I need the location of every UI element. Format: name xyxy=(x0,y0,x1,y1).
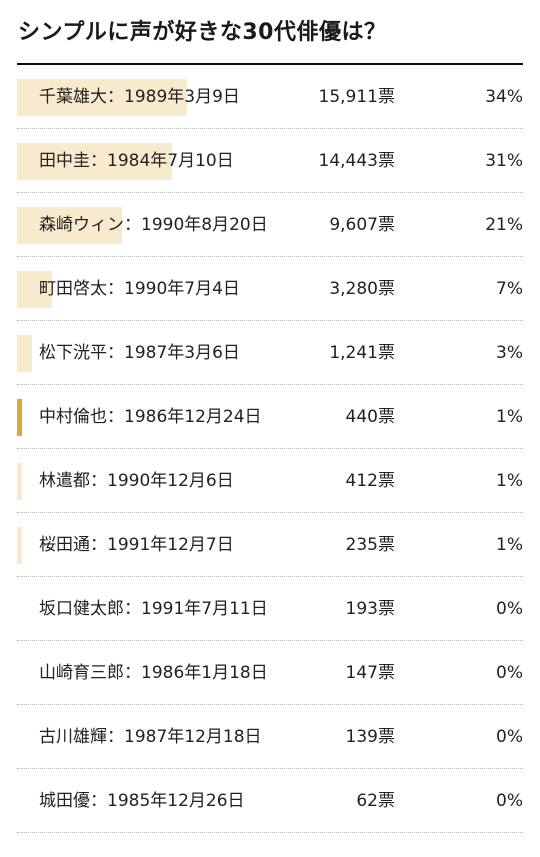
result-row: 森崎ウィン：1990年8月20日 9,607票 21% xyxy=(17,193,523,257)
vote-count: 235票 xyxy=(345,535,395,555)
vote-share-bar xyxy=(17,527,22,564)
vote-percent: 21% xyxy=(485,215,523,235)
result-row: 町田啓太：1990年7月4日 3,280票 7% xyxy=(17,257,523,321)
vote-share-bar xyxy=(17,463,22,500)
actor-name: 千葉雄大：1989年3月9日 xyxy=(39,87,240,107)
actor-name: 森崎ウィン：1990年8月20日 xyxy=(39,215,268,235)
vote-share-bar xyxy=(17,399,22,436)
result-row: 田中圭：1984年7月10日 14,443票 31% xyxy=(17,129,523,193)
vote-count: 412票 xyxy=(345,471,395,491)
result-row: 中村倫也：1986年12月24日 440票 1% xyxy=(17,385,523,449)
vote-count: 15,911票 xyxy=(318,87,395,107)
vote-share-bar xyxy=(17,79,187,116)
actor-name: 城田優：1985年12月26日 xyxy=(39,791,245,811)
result-row: 城田優：1985年12月26日 62票 0% xyxy=(17,769,523,833)
vote-count: 139票 xyxy=(345,727,395,747)
result-row: 坂口健太郎：1991年7月11日 193票 0% xyxy=(17,577,523,641)
vote-percent: 31% xyxy=(485,151,523,171)
actor-name: 山崎育三郎：1986年1月18日 xyxy=(39,663,268,683)
actor-name: 町田啓太：1990年7月4日 xyxy=(39,279,240,299)
vote-share-bar xyxy=(17,271,52,308)
result-row: 桜田通：1991年12月7日 235票 1% xyxy=(17,513,523,577)
poll-results-list: 千葉雄大：1989年3月9日 15,911票 34% 田中圭：1984年7月10日 14… xyxy=(17,65,523,833)
vote-count: 440票 xyxy=(345,407,395,427)
vote-percent: 0% xyxy=(496,599,523,619)
actor-name: 中村倫也：1986年12月24日 xyxy=(39,407,262,427)
result-row: 松下洸平：1987年3月6日 1,241票 3% xyxy=(17,321,523,385)
actor-name: 田中圭：1984年7月10日 xyxy=(39,151,234,171)
result-row: 林遣都：1990年12月6日 412票 1% xyxy=(17,449,523,513)
vote-percent: 7% xyxy=(496,279,523,299)
actor-name: 桜田通：1991年12月7日 xyxy=(39,535,234,555)
vote-percent: 0% xyxy=(496,791,523,811)
vote-count: 9,607票 xyxy=(329,215,395,235)
poll-title: シンプルに声が好きな30代俳優は？ xyxy=(18,20,387,45)
vote-percent: 0% xyxy=(496,663,523,683)
vote-count: 14,443票 xyxy=(318,151,395,171)
vote-share-bar xyxy=(17,143,172,180)
title-divider xyxy=(17,63,523,65)
result-row: 千葉雄大：1989年3月9日 15,911票 34% xyxy=(17,65,523,129)
vote-count: 1,241票 xyxy=(329,343,395,363)
vote-percent: 1% xyxy=(496,407,523,427)
vote-count: 147票 xyxy=(345,663,395,683)
actor-name: 古川雄輝：1987年12月18日 xyxy=(39,727,262,747)
result-row: 山崎育三郎：1986年1月18日 147票 0% xyxy=(17,641,523,705)
vote-percent: 34% xyxy=(485,87,523,107)
vote-count: 3,280票 xyxy=(329,279,395,299)
vote-share-bar xyxy=(17,207,122,244)
vote-count: 62票 xyxy=(356,791,395,811)
vote-percent: 1% xyxy=(496,471,523,491)
actor-name: 林遣都：1990年12月6日 xyxy=(39,471,234,491)
vote-percent: 1% xyxy=(496,535,523,555)
result-row: 古川雄輝：1987年12月18日 139票 0% xyxy=(17,705,523,769)
vote-share-bar xyxy=(17,335,32,372)
actor-name: 坂口健太郎：1991年7月11日 xyxy=(39,599,268,619)
actor-name: 松下洸平：1987年3月6日 xyxy=(39,343,240,363)
vote-percent: 3% xyxy=(496,343,523,363)
vote-count: 193票 xyxy=(345,599,395,619)
vote-percent: 0% xyxy=(496,727,523,747)
